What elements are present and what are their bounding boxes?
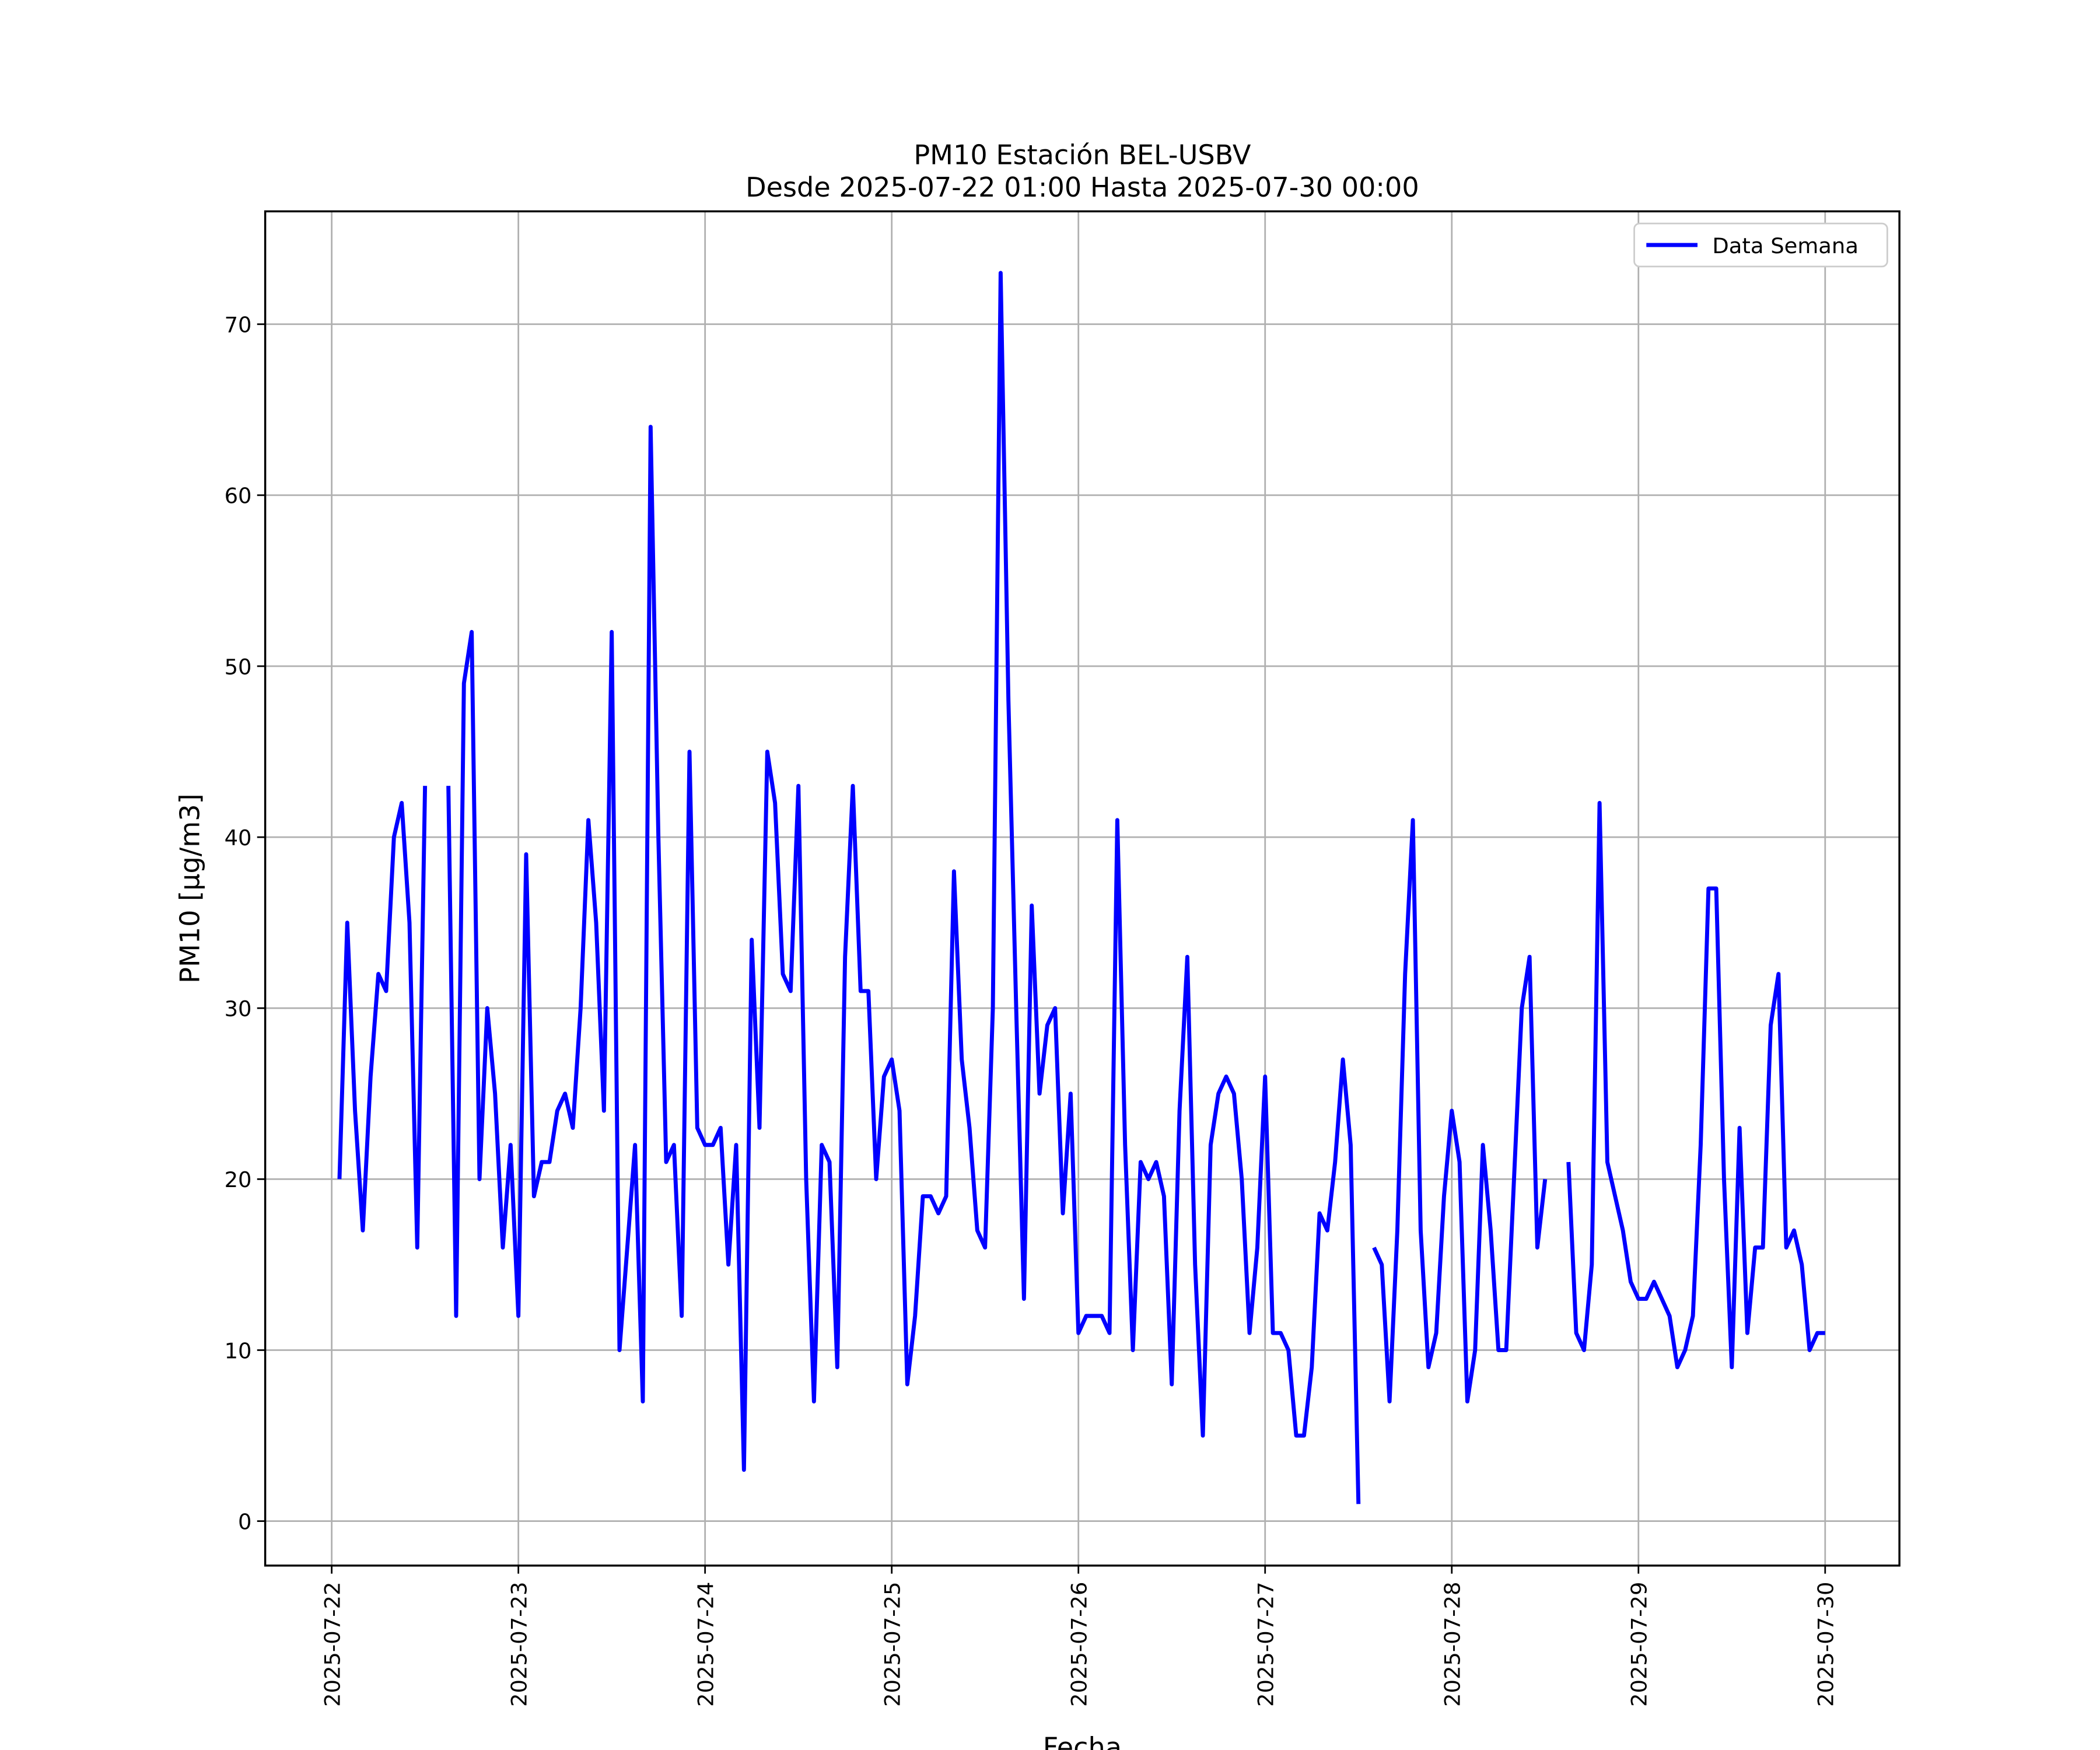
y-tick-label: 40 xyxy=(225,825,252,850)
y-tick-label: 10 xyxy=(225,1338,252,1363)
y-tick-label: 0 xyxy=(238,1509,251,1534)
x-tick-label: 2025-07-23 xyxy=(506,1582,531,1707)
x-tick-label: 2025-07-25 xyxy=(880,1582,905,1707)
y-tick-label: 30 xyxy=(225,996,252,1021)
plot-frame xyxy=(264,210,1901,1567)
x-tick-label: 2025-07-30 xyxy=(1814,1582,1839,1707)
x-tick-label: 2025-07-28 xyxy=(1440,1582,1465,1707)
data-line xyxy=(337,271,1825,1504)
chart-subtitle: Desde 2025-07-22 01:00 Hasta 2025-07-30 … xyxy=(746,172,1419,203)
x-axis-label: Fecha xyxy=(1043,1732,1122,1750)
x-tick-label: 2025-07-27 xyxy=(1254,1582,1279,1707)
y-tick-label: 70 xyxy=(225,313,252,338)
legend-box xyxy=(1633,222,1888,268)
y-tick-label: 20 xyxy=(225,1167,252,1192)
y-tick-label: 60 xyxy=(225,484,252,509)
x-tick-label: 2025-07-22 xyxy=(320,1582,345,1707)
legend: Data Semana xyxy=(1633,222,1888,268)
chart-title: PM10 Estación BEL-USBV xyxy=(914,139,1251,171)
y-axis-label: PM10 [μg/m3] xyxy=(174,793,206,984)
x-tick-label: 2025-07-26 xyxy=(1067,1582,1092,1707)
x-tick-label: 2025-07-29 xyxy=(1627,1582,1652,1707)
x-tick-label: 2025-07-24 xyxy=(694,1582,719,1707)
y-tick-label: 50 xyxy=(225,654,252,680)
legend-label: Data Semana xyxy=(1712,233,1859,258)
